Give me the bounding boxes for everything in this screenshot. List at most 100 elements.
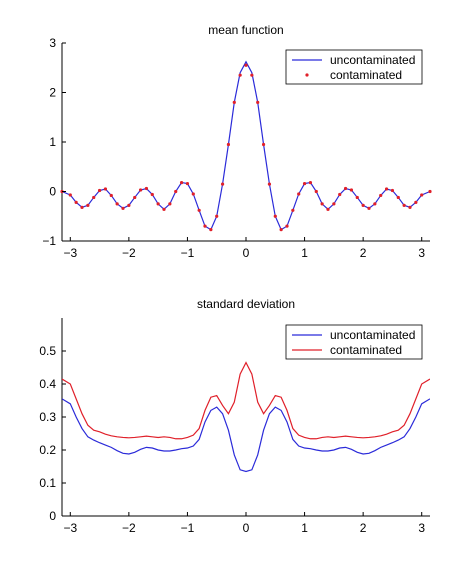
y-tick-label: 0.5 (39, 344, 56, 358)
data-point-contaminated (384, 187, 389, 191)
series-line-uncontaminated (62, 398, 430, 473)
data-point-contaminated (396, 195, 400, 200)
data-point-contaminated (244, 63, 248, 67)
x-tick-label: 0 (243, 246, 250, 260)
series-line-contaminated (62, 361, 430, 440)
legend-label: contaminated (330, 343, 402, 357)
data-point-contaminated (256, 100, 260, 104)
data-point-contaminated (326, 207, 330, 211)
data-point-contaminated (408, 205, 412, 209)
x-tick-label: −3 (63, 246, 77, 260)
data-point-contaminated (197, 208, 201, 212)
x-tick-label: 2 (360, 521, 367, 535)
data-point-contaminated (97, 188, 102, 193)
data-point-contaminated (267, 182, 272, 186)
data-point-contaminated (343, 186, 348, 191)
y-tick-label: −1 (42, 234, 56, 248)
chart-title: standard deviation (197, 297, 295, 311)
y-tick-label: 0.3 (39, 410, 56, 424)
data-point-contaminated (297, 192, 301, 196)
data-point-contaminated (144, 186, 149, 191)
data-point-contaminated (80, 205, 84, 209)
data-point-contaminated (285, 224, 289, 228)
data-point-contaminated (373, 202, 377, 206)
data-point-contaminated (402, 203, 406, 207)
data-point-contaminated (203, 224, 207, 228)
data-point-contaminated (355, 195, 359, 200)
legend-label: contaminated (330, 68, 402, 82)
y-tick-label: 0.4 (39, 377, 56, 391)
data-point-contaminated (261, 142, 266, 147)
data-point-contaminated (74, 200, 78, 204)
x-tick-label: −1 (181, 521, 195, 535)
data-point-contaminated (379, 193, 383, 198)
legend-box (285, 49, 423, 85)
data-point-contaminated (162, 207, 166, 211)
data-point-contaminated (174, 189, 178, 194)
data-point-contaminated (68, 193, 72, 197)
data-point-contaminated (209, 228, 213, 232)
data-point-contaminated (115, 202, 119, 206)
x-tick-label: 3 (418, 521, 425, 535)
data-point-contaminated (332, 202, 336, 206)
tick-labels: −3 −2 −1 0 1 2 3 −1 0 1 2 3 (42, 36, 425, 260)
series-group (60, 60, 432, 232)
data-point-contaminated (133, 195, 137, 200)
data-point-contaminated (121, 206, 125, 210)
data-point-contaminated (191, 192, 195, 196)
data-point-contaminated (92, 195, 96, 200)
series-line-uncontaminated (62, 60, 430, 231)
legend-swatch-marker (305, 73, 309, 77)
legend-box (285, 324, 423, 360)
chart-title: mean function (208, 23, 283, 37)
data-point-contaminated (179, 180, 184, 185)
data-point-contaminated (150, 192, 154, 197)
y-tick-label: 0 (49, 185, 56, 199)
data-point-contaminated (127, 203, 131, 207)
data-point-contaminated (109, 193, 113, 198)
series-group (62, 361, 430, 473)
data-point-contaminated (238, 73, 242, 77)
tick-labels: −3 −2 −1 0 1 2 3 0 0.1 0.2 0.3 0.4 0.5 (39, 344, 425, 535)
data-point-contaminated (86, 203, 90, 207)
data-point-contaminated (308, 180, 313, 185)
x-tick-label: −3 (63, 521, 77, 535)
data-point-contaminated (414, 200, 418, 204)
mean-function-panel: mean function −3 −2 −1 0 1 2 3 −1 0 1 2 3 uncontami… (42, 23, 432, 260)
legend-label: uncontaminated (330, 328, 415, 342)
data-point-contaminated (428, 189, 432, 194)
data-point-contaminated (103, 187, 108, 191)
data-point-contaminated (420, 193, 424, 197)
data-point-contaminated (220, 182, 225, 186)
data-point-contaminated (314, 189, 318, 194)
x-tick-label: −2 (122, 521, 136, 535)
data-point-contaminated (156, 202, 160, 206)
data-point-contaminated (291, 208, 295, 212)
data-point-contaminated (302, 181, 307, 186)
x-tick-label: −1 (181, 246, 195, 260)
data-point-contaminated (138, 188, 143, 192)
data-point-contaminated (279, 228, 283, 232)
data-point-contaminated (232, 100, 236, 104)
data-point-contaminated (390, 188, 395, 193)
data-point-contaminated (168, 202, 172, 206)
x-tick-label: 0 (243, 521, 250, 535)
x-tick-label: 1 (301, 521, 308, 535)
data-point-contaminated (215, 214, 219, 218)
y-tick-label: 0.1 (39, 476, 56, 490)
y-tick-label: 2 (49, 86, 56, 100)
data-point-contaminated (226, 142, 231, 147)
x-tick-label: 1 (301, 246, 308, 260)
y-tick-label: 0.2 (39, 443, 56, 457)
standard-deviation-panel: standard deviation −3 −2 −1 0 1 2 3 0 0.1 0.2 0.3 0… (39, 297, 430, 535)
data-point-contaminated (361, 203, 365, 207)
data-point-contaminated (320, 202, 324, 206)
legend-label: uncontaminated (330, 53, 415, 67)
data-point-contaminated (273, 214, 277, 218)
data-point-contaminated (185, 181, 190, 186)
x-tick-label: 3 (418, 246, 425, 260)
x-tick-label: 2 (360, 246, 367, 260)
